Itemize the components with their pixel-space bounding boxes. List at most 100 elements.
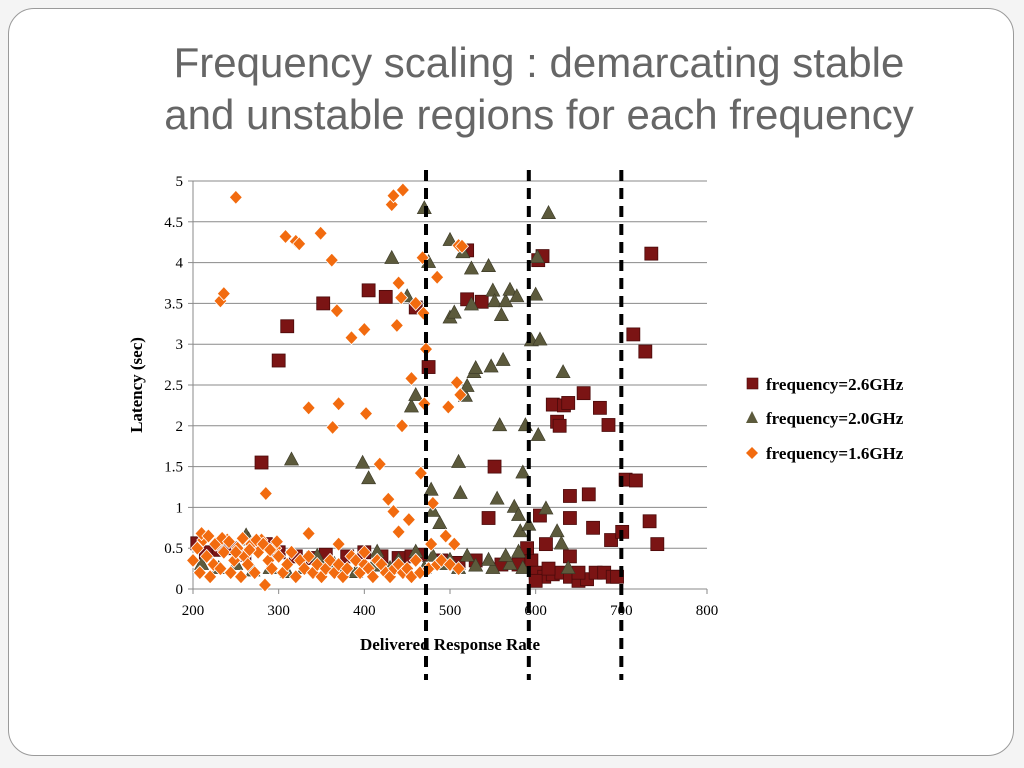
data-point-triangle	[463, 296, 479, 311]
data-point-triangle	[442, 231, 458, 246]
data-point-square	[552, 418, 567, 433]
y-tick-label: 1	[176, 500, 184, 516]
x-tick-label: 500	[439, 603, 462, 619]
legend-label: frequency=1.6GHz	[766, 444, 904, 463]
data-point-triangle	[530, 426, 546, 441]
data-point-diamond	[365, 569, 380, 585]
data-point-triangle	[498, 293, 514, 308]
legend-marker-diamond	[746, 447, 758, 459]
data-point-triangle	[463, 260, 479, 275]
data-point-square	[487, 459, 502, 474]
x-axis-label: Delivered Response Rate	[360, 635, 540, 654]
data-point-diamond	[242, 542, 257, 558]
data-point-triangle	[532, 331, 548, 346]
data-point-square	[561, 396, 576, 410]
data-point-triangle	[355, 454, 371, 469]
data-point-diamond	[438, 528, 453, 544]
data-point-diamond	[329, 303, 344, 319]
data-point-triangle	[481, 551, 497, 566]
data-point-square	[528, 573, 543, 588]
x-tick-label: 400	[353, 603, 376, 619]
data-point-diamond	[271, 548, 286, 564]
data-point-diamond	[344, 330, 359, 346]
data-point-diamond	[192, 565, 207, 581]
legend-label: frequency=2.0GHz	[766, 409, 904, 428]
slide: Frequency scaling : demarcating stable a…	[8, 8, 1014, 756]
y-tick-label: 2	[176, 419, 184, 435]
data-point-square	[563, 511, 577, 525]
data-point-diamond	[221, 534, 237, 550]
data-point-triangle	[541, 205, 557, 219]
data-point-triangle	[408, 386, 424, 401]
data-point-diamond	[301, 400, 316, 416]
data-point-diamond	[216, 544, 231, 560]
series-3	[185, 182, 470, 593]
data-point-diamond	[233, 569, 249, 585]
data-point-diamond	[201, 528, 216, 544]
data-point-diamond	[386, 188, 401, 204]
data-point-diamond	[451, 561, 466, 577]
y-tick-label: 4.5	[164, 215, 183, 231]
y-tick-label: 5	[176, 174, 184, 190]
data-point-diamond	[301, 525, 316, 542]
data-point-triangle	[284, 451, 300, 466]
y-tick-label: 2.5	[164, 378, 183, 394]
data-point-triangle	[555, 364, 571, 379]
data-point-diamond	[381, 491, 396, 507]
slide-title: Frequency scaling : demarcating stable a…	[89, 37, 989, 141]
data-point-triangle	[459, 547, 475, 562]
data-point-square	[593, 400, 607, 415]
data-point-diamond	[331, 396, 346, 412]
data-point-square	[650, 537, 665, 552]
data-point-square	[638, 344, 653, 359]
data-point-triangle	[483, 358, 499, 373]
data-point-square	[563, 489, 577, 503]
data-point-square	[541, 561, 556, 576]
data-point-diamond	[454, 238, 470, 254]
data-point-diamond	[372, 456, 387, 472]
data-point-diamond	[325, 419, 340, 436]
x-tick-label: 200	[182, 603, 205, 619]
data-point-diamond	[359, 405, 374, 422]
slide-title-line-2: and unstable regions for each frequency	[164, 91, 914, 138]
data-point-diamond	[389, 317, 404, 334]
data-point-square	[586, 520, 600, 535]
data-point-square	[481, 511, 496, 525]
data-point-triangle	[560, 559, 576, 574]
y-tick-label: 4	[176, 256, 184, 272]
data-point-triangle	[538, 500, 554, 515]
data-point-square	[539, 537, 553, 552]
data-point-triangle	[495, 351, 511, 366]
x-tick-label: 300	[267, 603, 290, 619]
data-point-diamond	[263, 542, 278, 558]
data-point-square	[474, 294, 489, 309]
data-point-diamond	[223, 565, 238, 581]
data-point-square	[361, 283, 376, 298]
y-tick-label: 3	[176, 337, 184, 353]
data-point-diamond	[247, 565, 262, 581]
data-point-diamond	[278, 228, 293, 245]
data-point-diamond	[301, 548, 316, 564]
data-point-diamond	[257, 577, 273, 593]
data-point-diamond	[449, 374, 464, 391]
data-point-square	[378, 289, 393, 304]
data-point-triangle	[485, 559, 501, 574]
data-point-diamond	[447, 536, 462, 552]
series-2	[194, 200, 576, 578]
data-point-triangle	[451, 453, 467, 468]
data-point-triangle	[452, 484, 468, 499]
data-point-triangle	[481, 258, 497, 272]
data-point-triangle	[459, 377, 475, 392]
data-point-diamond	[386, 503, 401, 520]
data-point-square	[280, 319, 295, 334]
data-point-square	[576, 386, 591, 401]
data-point-triangle	[493, 307, 509, 321]
data-point-diamond	[203, 569, 218, 585]
data-point-diamond	[190, 540, 205, 556]
data-point-diamond	[430, 269, 445, 285]
data-point-diamond	[340, 561, 355, 577]
data-point-diamond	[394, 418, 410, 434]
data-point-triangle	[468, 360, 484, 374]
data-point-diamond	[280, 556, 295, 573]
